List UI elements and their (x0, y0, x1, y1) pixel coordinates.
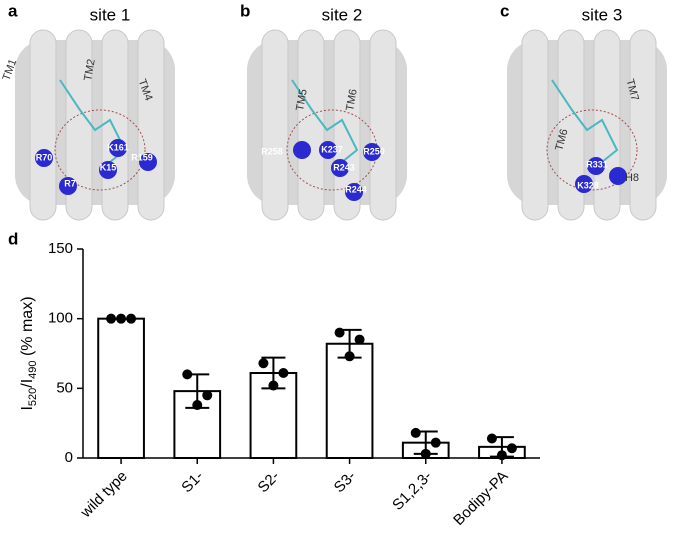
data-point (496, 450, 507, 461)
data-point (430, 437, 441, 448)
data-point (344, 351, 355, 362)
residue-label: R243 (333, 162, 355, 172)
residue-sphere (99, 161, 117, 179)
panel-label: c (500, 1, 509, 20)
data-point (268, 380, 279, 391)
panel-title: site 3 (582, 5, 623, 24)
helix-surface (297, 29, 325, 221)
data-point (258, 358, 269, 369)
data-point (410, 427, 421, 438)
x-tick-label: wild type (77, 468, 131, 522)
data-point (202, 390, 213, 401)
panel-title: site 2 (322, 5, 363, 24)
data-point (486, 433, 497, 444)
residue-sphere (345, 183, 363, 201)
density-mesh (54, 109, 146, 191)
y-tick-label: 0 (65, 449, 73, 466)
residue-label: H8 (625, 172, 639, 184)
lipid-stick (551, 79, 619, 171)
residue-sphere (293, 141, 311, 159)
x-tick-label: S1,2,3- (389, 468, 435, 514)
residue-sphere (587, 157, 605, 175)
residue-label: TM6 (344, 88, 360, 112)
residue-label: R159 (131, 152, 153, 162)
residue-sphere (363, 143, 381, 161)
residue-sphere (575, 175, 593, 193)
helix-surface (369, 29, 397, 221)
data-point (182, 369, 193, 380)
residue-sphere (331, 159, 349, 177)
helix-surface (29, 29, 57, 221)
y-axis-label: I520/I490 (% max) (19, 296, 39, 410)
bar-chart: d 0 50 100 150 I520/I490 (% max) wild type S1- S… (8, 229, 540, 529)
data-point (334, 327, 345, 338)
residue-sphere (609, 167, 627, 185)
panel-title: site 1 (90, 5, 131, 24)
residue-label: R331 (586, 159, 608, 169)
data-point (192, 400, 203, 411)
data-point (106, 313, 117, 324)
helix-surface (521, 29, 549, 221)
bar (97, 317, 145, 459)
residue-label: R244 (345, 184, 367, 194)
residue-label: TM7 (623, 78, 640, 102)
panel-label: a (8, 1, 18, 20)
y-tick-label: 100 (48, 310, 73, 327)
residue-label: TM2 (82, 58, 98, 82)
residue-label: K328 (577, 180, 599, 190)
data-point (506, 443, 517, 454)
residue-label: TM6 (553, 128, 570, 152)
residue-label: R7 (64, 178, 76, 188)
y-label-part: 490 (27, 360, 39, 378)
data-point (420, 448, 431, 459)
data-point (116, 313, 127, 324)
residue-label: R250 (363, 146, 385, 156)
y-tick-label: 50 (56, 379, 73, 396)
x-tick-label: S1- (178, 468, 207, 497)
residue-sphere (319, 141, 337, 159)
x-tick-label: S2- (255, 468, 284, 497)
residue-label: K161 (107, 142, 129, 152)
residue-sphere (59, 177, 77, 195)
x-tick-label: Bodipy-PA (450, 468, 511, 529)
y-label-part: (% max) (19, 296, 36, 360)
data-point (278, 368, 289, 379)
lipid-stick (291, 79, 359, 171)
residue-label: K237 (321, 144, 343, 154)
panel-label: d (8, 229, 18, 248)
y-tick-label: 150 (48, 240, 73, 257)
residue-label: K15 (100, 162, 117, 172)
residue-sphere (35, 149, 53, 167)
y-label-part: /I (19, 379, 36, 388)
helix-surface (629, 29, 657, 221)
bar (249, 372, 298, 459)
residue-sphere (109, 139, 127, 157)
data-point (126, 313, 137, 324)
structure-panel: c site 3 TM6 TM7 R331 K328 H8 (500, 1, 667, 221)
data-point (354, 334, 365, 345)
structure-panel: b site 2 TM5 TM6 R258 K237 R250 R243 R244 (240, 1, 407, 221)
x-tick-label: S3- (331, 468, 360, 497)
panel-label: b (240, 1, 250, 20)
helix-surface (593, 29, 621, 221)
residue-sphere (139, 153, 157, 171)
bar (325, 342, 374, 460)
y-label-part: 520 (27, 388, 39, 406)
density-mesh (546, 109, 638, 191)
helix-surface (137, 29, 165, 221)
residue-label: R70 (36, 152, 53, 162)
residue-label: R258 (261, 146, 283, 156)
helix-surface (101, 29, 129, 221)
helix-surface (261, 29, 289, 221)
residue-label: TM5 (294, 88, 310, 112)
y-label-part: I (19, 406, 36, 410)
